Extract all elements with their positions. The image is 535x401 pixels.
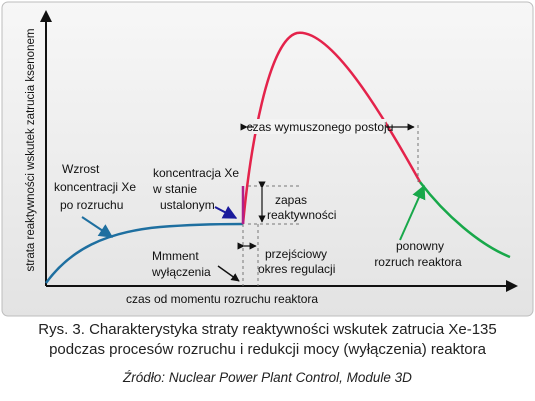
transient-line2: okres regulacji: [258, 262, 335, 276]
shutdown-peak-curve: [241, 31, 422, 225]
shutdown-label-line2: wyłączenia: [151, 265, 211, 279]
x-axis-arrowhead: [506, 280, 518, 292]
transient-line1: przejściowy: [265, 247, 327, 261]
y-axis-arrowhead: [40, 10, 52, 22]
growth-label-line3: po rozruchu: [60, 198, 123, 212]
restart-arrow: [399, 184, 426, 241]
steady-arrow: [214, 205, 238, 219]
steady-label-line1: koncentracja Xe: [153, 166, 239, 180]
diagram-canvas: strata reaktywności wskutek zatrucia kse…: [1, 1, 534, 317]
shutdown-label-line1: Mmment: [152, 249, 199, 263]
y-axis-label: strata reaktywności wskutek zatrucia kse…: [25, 29, 37, 272]
steady-label-line3: ustalonym: [160, 198, 215, 212]
restart-label-line1: ponowny: [396, 239, 444, 253]
guide-lines: [242, 125, 419, 286]
growth-arrow: [81, 216, 114, 238]
buildup-curve: [44, 222, 244, 284]
restart-label-line2: rozruch reaktora: [374, 255, 462, 269]
caption-line-2: podczas procesów rozruchu i redukcji moc…: [49, 341, 486, 358]
forced-outage-label-bg: [254, 119, 386, 134]
growth-label-line2: koncentracji Xe: [54, 180, 136, 194]
forced-outage-label: czas wymuszonego postoju: [247, 120, 394, 134]
x-axis-label: czas od momentu rozruchu reaktora: [126, 292, 318, 306]
reactivity-margin-line2: reaktywności: [267, 208, 336, 222]
growth-label-line1: Wzrost: [62, 162, 100, 176]
restart-decay-curve: [419, 181, 511, 259]
steady-label-line2: w stanie: [152, 182, 197, 196]
shutdown-arrow: [217, 265, 240, 282]
caption-source: Źródło: Nuclear Power Plant Control, Mod…: [123, 370, 412, 385]
reactivity-margin-line1: zapas: [275, 193, 307, 207]
caption-line-1: Rys. 3. Charakterystyka straty reaktywno…: [38, 321, 497, 338]
